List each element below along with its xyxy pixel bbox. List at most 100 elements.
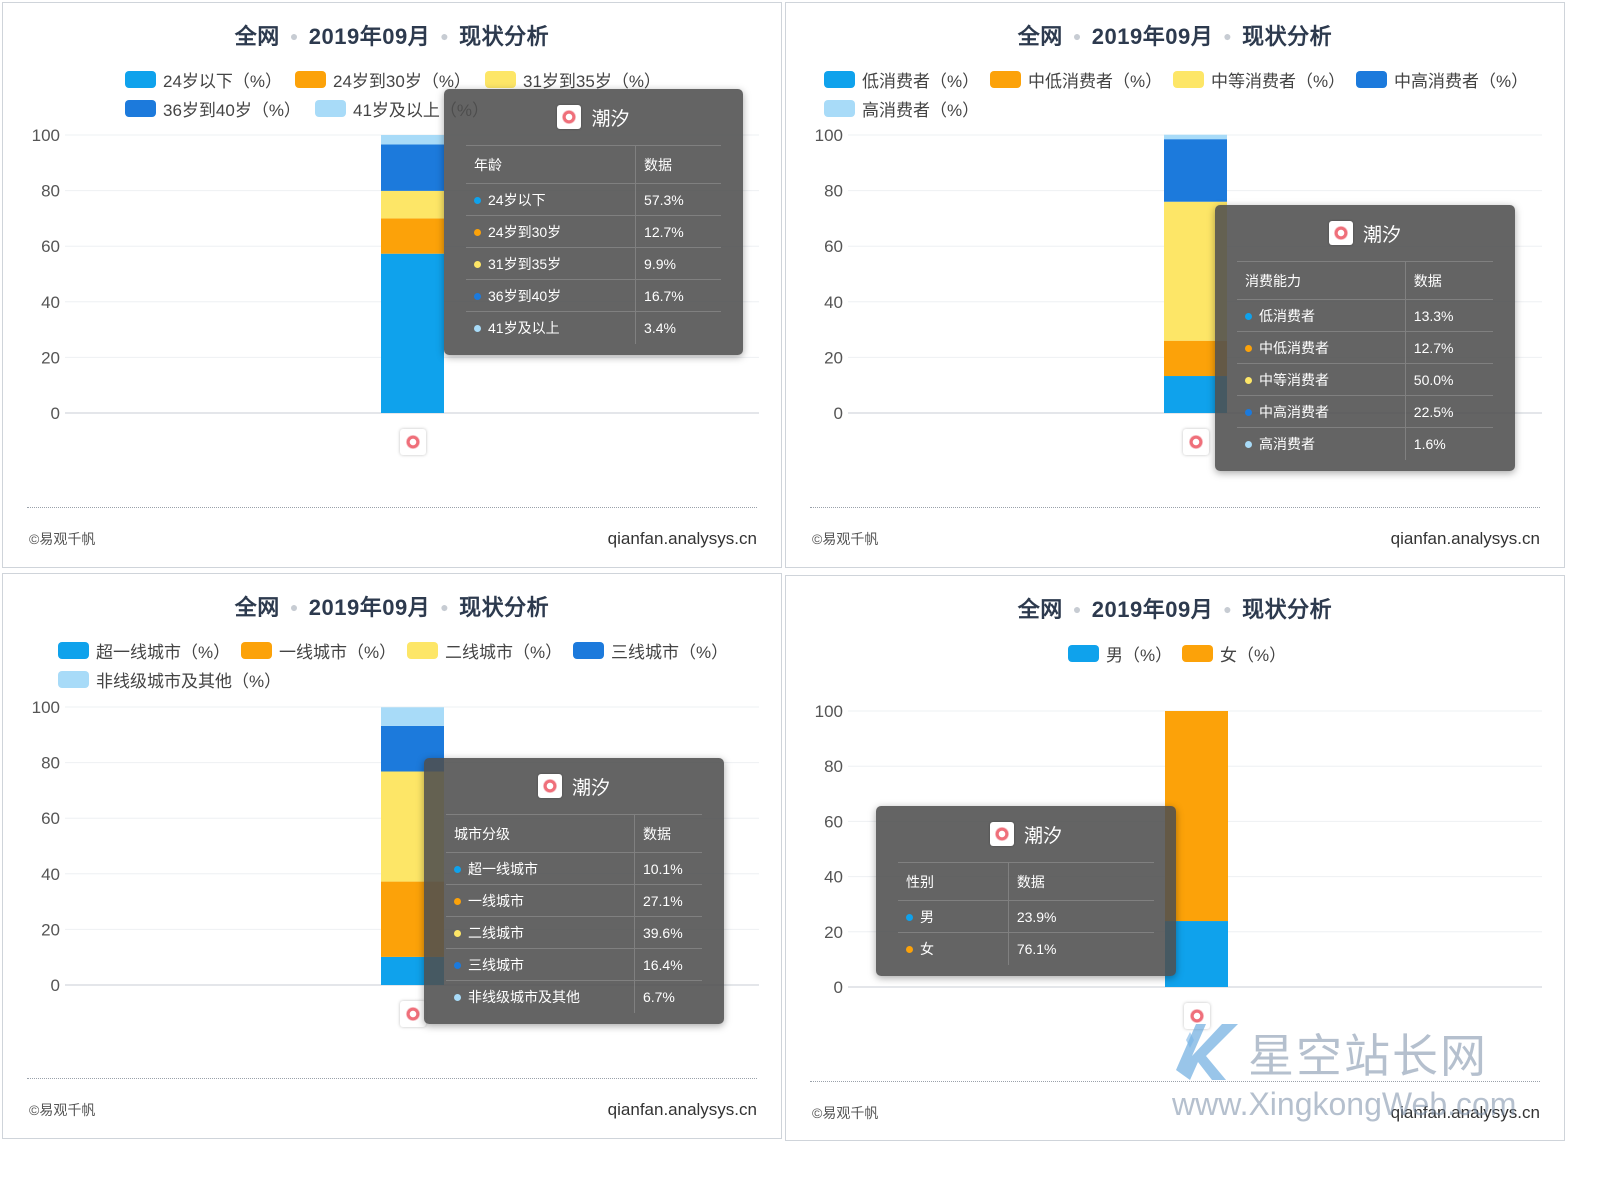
tooltip-col-category: 年龄 <box>466 145 636 184</box>
tooltip-series-value: 27.1% <box>633 884 702 917</box>
copyright: ©易观千帆 <box>29 531 96 547</box>
tooltip-series-name: 非线级城市及其他 <box>446 980 635 1013</box>
legend-item[interactable]: 三线城市（%） <box>573 638 728 663</box>
copyright: ©易观千帆 <box>29 1102 96 1118</box>
y-tick-label: 20 <box>41 920 60 939</box>
panel-title: 全网 ● 2019年09月 ● 现状分析 <box>1017 24 1333 49</box>
tooltip-series-value: 13.3% <box>1404 299 1493 332</box>
series-dot-icon <box>454 865 461 873</box>
tooltip-series-name: 二线城市 <box>446 916 635 949</box>
series-dot-icon <box>474 324 481 332</box>
y-tick-label: 20 <box>824 923 843 942</box>
tooltip-row: 36岁到40岁 16.7% <box>466 279 721 312</box>
tooltip-series-value: 76.1% <box>1007 932 1154 965</box>
chart-panel-age: 全网 ● 2019年09月 ● 现状分析 24岁以下（%） 24岁到30岁（%） 31岁… <box>2 2 782 568</box>
series-dot-icon <box>474 260 481 268</box>
bar-segment <box>1164 139 1227 202</box>
bar-segment <box>381 135 444 145</box>
y-tick-label: 40 <box>41 293 60 312</box>
site-url[interactable]: qianfan.analysys.cn <box>607 529 757 548</box>
tooltip: 潮汐 城市分级 数据 超一线城市 10.1% 一线城市 27.1% 二线城市 39.6% 三线城… <box>424 758 724 1024</box>
series-dot-icon <box>1245 376 1252 384</box>
tooltip-series-name: 男 <box>898 900 1009 933</box>
tooltip-row: 低消费者 13.3% <box>1237 299 1493 332</box>
app-logo-icon <box>557 105 582 129</box>
legend-item[interactable]: 36岁到40岁（%） <box>125 96 301 121</box>
copyright: ©易观千帆 <box>812 1105 879 1121</box>
tooltip-series-name: 高消费者 <box>1237 427 1406 460</box>
legend-item[interactable]: 男（%） <box>1068 641 1172 666</box>
tooltip-col-value: 数据 <box>1404 261 1493 300</box>
series-dot-icon <box>454 993 461 1001</box>
y-tick-label: 60 <box>41 237 60 256</box>
tooltip-series-value: 1.6% <box>1404 427 1493 460</box>
tooltip-col-category: 消费能力 <box>1237 261 1406 300</box>
tooltip-col-value: 数据 <box>635 145 721 184</box>
legend-item[interactable]: 女（%） <box>1182 641 1286 666</box>
panel-title: 全网 ● 2019年09月 ● 现状分析 <box>234 595 550 620</box>
tooltip-series-name: 三线城市 <box>446 948 635 981</box>
tooltip-series-name: 41岁及以上 <box>466 311 636 344</box>
tooltip-series-name: 中等消费者 <box>1237 363 1406 396</box>
tooltip-row: 二线城市 39.6% <box>446 916 702 949</box>
legend-item[interactable]: 中低消费者（%） <box>990 67 1162 92</box>
app-logo-icon <box>1328 221 1353 245</box>
series-dot-icon <box>1245 440 1252 448</box>
tooltip-series-value: 50.0% <box>1404 363 1493 396</box>
tooltip-series-name: 一线城市 <box>446 884 635 917</box>
chart-panel-gender: 全网 ● 2019年09月 ● 现状分析 男（%） 女（%） 100 80 60 40 20 0 … <box>785 575 1565 1141</box>
legend-item[interactable]: 非线级城市及其他（%） <box>58 667 281 692</box>
y-tick-label: 40 <box>824 868 843 887</box>
y-tick-label: 20 <box>41 348 60 367</box>
y-tick-label: 0 <box>51 404 60 423</box>
y-tick-label: 80 <box>41 182 60 201</box>
series-dot-icon <box>474 292 481 300</box>
tooltip-row: 24岁到30岁 12.7% <box>466 215 721 248</box>
legend-item[interactable]: 高消费者（%） <box>824 96 979 121</box>
legend-item[interactable]: 中高消费者（%） <box>1356 67 1528 92</box>
legend-item[interactable]: 低消费者（%） <box>824 67 979 92</box>
series-dot-icon <box>1245 344 1252 352</box>
legend-item[interactable]: 24岁以下（%） <box>125 67 282 92</box>
tooltip-row: 41岁及以上 3.4% <box>466 311 721 344</box>
tooltip: 潮汐 年龄 数据 24岁以下 57.3% 24岁到30岁 12.7% 31岁到35岁 9.9%… <box>444 89 743 355</box>
bar-segment <box>381 218 444 254</box>
tooltip-row: 中低消费者 12.7% <box>1237 331 1493 364</box>
bar-segment <box>381 190 444 219</box>
category-app-icon <box>1183 429 1209 455</box>
tooltip-series-value: 16.4% <box>633 948 702 981</box>
tooltip-row: 超一线城市 10.1% <box>446 852 702 885</box>
y-tick-label: 100 <box>32 126 60 145</box>
legend-item[interactable]: 超一线城市（%） <box>58 638 230 663</box>
series-dot-icon <box>906 945 913 953</box>
tooltip-series-value: 3.4% <box>635 311 721 344</box>
series-dot-icon <box>454 929 461 937</box>
series-dot-icon <box>1245 312 1252 320</box>
y-tick-label: 40 <box>41 865 60 884</box>
tooltip-series-value: 9.9% <box>635 247 721 280</box>
tooltip-series-value: 57.3% <box>635 183 721 216</box>
tooltip-row: 三线城市 16.4% <box>446 948 702 981</box>
legend-item[interactable]: 一线城市（%） <box>241 638 396 663</box>
y-tick-label: 80 <box>824 757 843 776</box>
legend-item[interactable]: 24岁到30岁（%） <box>295 67 471 92</box>
y-tick-label: 0 <box>834 404 843 423</box>
tooltip-series-name: 低消费者 <box>1237 299 1406 332</box>
tooltip: 潮汐 消费能力 数据 低消费者 13.3% 中低消费者 12.7% 中等消费者 50.0% 中高… <box>1215 205 1515 471</box>
site-url[interactable]: qianfan.analysys.cn <box>1390 1103 1540 1122</box>
tooltip-title: 潮汐 <box>571 777 610 799</box>
tooltip-series-name: 36岁到40岁 <box>466 279 636 312</box>
tooltip-title: 潮汐 <box>1362 224 1401 246</box>
tooltip-title: 潮汐 <box>591 108 630 130</box>
legend-item[interactable]: 31岁到35岁（%） <box>485 67 661 92</box>
legend-item[interactable]: 二线城市（%） <box>407 638 562 663</box>
tooltip-row: 中高消费者 22.5% <box>1237 395 1493 428</box>
site-url[interactable]: qianfan.analysys.cn <box>607 1100 757 1119</box>
tooltip-col-category: 城市分级 <box>446 814 635 853</box>
site-url[interactable]: qianfan.analysys.cn <box>1390 529 1540 548</box>
category-app-icon <box>400 1001 426 1027</box>
legend-item[interactable]: 中等消费者（%） <box>1173 67 1345 92</box>
copyright: ©易观千帆 <box>812 531 879 547</box>
y-tick-label: 80 <box>41 754 60 773</box>
series-dot-icon <box>454 961 461 969</box>
